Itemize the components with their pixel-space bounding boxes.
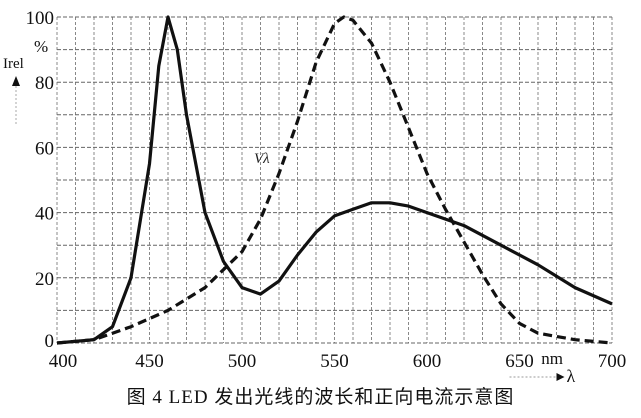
figure-caption: 图 4 LED 发出光线的波长和正向电流示意图: [126, 387, 515, 408]
x-tick-label: 700: [598, 351, 627, 372]
x-tick-label: 450: [135, 351, 164, 372]
x-unit-label: nm: [541, 349, 563, 368]
y-tick-label: 60: [35, 138, 54, 159]
x-tick-label: 500: [228, 351, 257, 372]
x-axis-label: λ: [567, 366, 576, 386]
series-line-dashed: [56, 15, 613, 345]
series-label: Vλ: [254, 151, 270, 167]
x-tick-label: 600: [413, 351, 442, 372]
y-tick-label: 40: [35, 204, 54, 225]
x-tick-label: 650: [505, 351, 534, 372]
y-tick-label: 80: [35, 73, 54, 94]
y-tick-label: 20: [35, 269, 54, 290]
y-unit-label: %: [34, 37, 48, 56]
x-tick-label: 550: [320, 351, 349, 372]
y-tick-label: 100: [26, 8, 55, 29]
x-tick-label: 400: [49, 351, 78, 372]
y-tick-label: 0: [45, 331, 55, 352]
x-axis-arrow-icon: [556, 373, 565, 381]
y-axis-arrow-icon: [12, 76, 20, 86]
y-axis-label: Irel: [3, 56, 24, 72]
